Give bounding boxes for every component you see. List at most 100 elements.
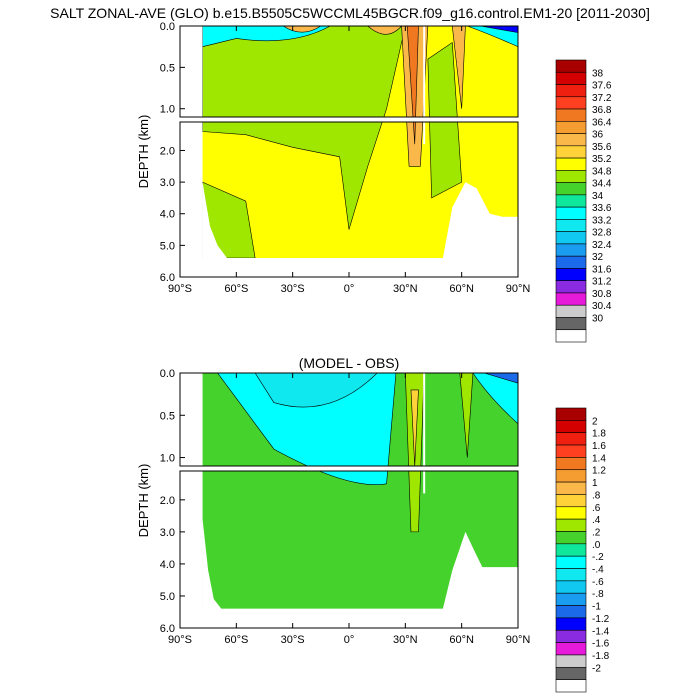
colorbar-label: 34 [592, 191, 604, 202]
colorbar-box [555, 84, 587, 98]
field-60n-positive [459, 373, 474, 458]
panel-subtitle: (MODEL - OBS) [299, 355, 400, 371]
colorbar-box [555, 59, 587, 73]
colorbar-box [555, 206, 587, 220]
colorbar-box [555, 108, 587, 122]
x-tick-label: 90°S [168, 634, 192, 646]
x-tick-label: 60°N [449, 634, 474, 646]
colorbar-box [555, 329, 587, 343]
colorbar-label: 31.6 [592, 264, 612, 275]
x-tick-label: 0° [344, 283, 355, 295]
field-arctic-fresh [467, 26, 518, 48]
colorbar-box [555, 481, 587, 495]
y-axis-label: DEPTH (km) [136, 115, 151, 189]
y-tick-label: 5.0 [160, 591, 175, 603]
y-tick-label: 0.5 [160, 410, 175, 422]
colorbar-label: 30.4 [592, 301, 612, 312]
colorbar-label: -.2 [592, 552, 604, 563]
y-tick-label: 0.5 [160, 62, 175, 74]
panel-model-minus-obs: (MODEL - OBS) 90°S 60°S 30°S 0° 30°N 60°N 90°N 0… [136, 355, 610, 693]
land-antarctica [180, 26, 203, 277]
x-tick-label: 60°S [224, 283, 248, 295]
colorbar-box [555, 432, 587, 446]
colorbar-label: -1 [592, 602, 601, 613]
colorbar-label: -.8 [592, 589, 604, 600]
field-med-core [406, 26, 419, 145]
land-arctic-basin [461, 216, 518, 277]
colorbar-label: 37.6 [592, 81, 612, 92]
colorbar-label: .8 [592, 490, 601, 501]
colorbar-box [555, 170, 587, 183]
figure-title: SALT ZONAL-AVE (GLO) b.e15.B5505C5WCCML4… [50, 5, 650, 21]
x-tick-label: 30°S [281, 283, 305, 295]
colorbar-label: 34.4 [592, 179, 612, 190]
colorbar-label: 35.2 [592, 154, 612, 165]
colorbar-box [555, 407, 587, 421]
colorbar-box [555, 679, 587, 693]
colorbar-box [555, 667, 587, 680]
land-mask [180, 26, 518, 277]
colorbar-label: .0 [592, 540, 601, 551]
colorbar-box [555, 243, 587, 257]
y-tick-label: 3.0 [160, 177, 175, 189]
colorbar-box [555, 182, 587, 196]
field-positive-core [410, 389, 419, 467]
colorbar-label: 1.2 [592, 466, 606, 477]
colorbar-box [555, 71, 587, 85]
x-tick-label: 90°N [506, 283, 531, 295]
y-tick-label: 0.0 [160, 368, 175, 380]
land-strait [423, 373, 426, 494]
land-mask [180, 373, 518, 628]
colorbar-label: 31.2 [592, 277, 612, 288]
x-tick-label: 60°S [224, 634, 248, 646]
colorbar-label: 32.4 [592, 240, 612, 251]
colorbar-box [555, 317, 587, 331]
y-tick-label: 5.0 [160, 240, 175, 252]
colorbar-box [555, 457, 587, 471]
colorbar-label: 33.6 [592, 203, 612, 214]
colorbar-box [555, 280, 587, 294]
y-tick-label: 6.0 [160, 272, 175, 284]
field-negative-bias [216, 373, 397, 485]
colorbar-label: .6 [592, 503, 601, 514]
land-north-basin [442, 531, 518, 628]
colorbar-box [555, 518, 587, 532]
field-negative-bias-2 [254, 373, 378, 408]
colorbar-label: -.6 [592, 577, 604, 588]
colorbar-label: 35.6 [592, 142, 612, 153]
contour-field [180, 26, 518, 277]
colorbar-label: 36 [592, 130, 604, 141]
colorbar-box [555, 543, 587, 557]
y-tick-label: 0.0 [160, 21, 175, 33]
colorbar-label: 32.8 [592, 228, 612, 239]
y-tick-label: 4.0 [160, 559, 175, 571]
field-arctic-min [480, 26, 518, 33]
colorbar-box [555, 133, 587, 147]
y-tick-label: 1.0 [160, 104, 175, 116]
colorbar-label: 32 [592, 252, 604, 263]
colorbar-box [555, 304, 587, 318]
colorbar-box [555, 580, 587, 594]
colorbar-label: 1.4 [592, 453, 606, 464]
y-tick-label: 2.0 [160, 495, 175, 507]
colorbar-label: 1.6 [592, 441, 606, 452]
colorbar-label: 1 [592, 478, 598, 489]
y-axis-label: DEPTH (km) [136, 464, 151, 538]
colorbar-box [555, 255, 587, 269]
colorbar-box [555, 494, 587, 508]
field-60n-column [451, 26, 466, 109]
x-tick-label: 60°N [449, 283, 474, 295]
colorbar-box [555, 194, 587, 208]
colorbar-box [555, 469, 587, 483]
colorbar-box [555, 268, 587, 281]
colorbar-box [555, 96, 587, 110]
colorbar-box [555, 629, 587, 643]
colorbar-box [555, 531, 587, 545]
x-tick-label: 30°N [393, 634, 418, 646]
colorbar-box [555, 605, 587, 619]
field-arctic-min [484, 373, 518, 384]
colorbar-label: -1.4 [592, 626, 610, 637]
colorbar-label: -.4 [592, 565, 604, 576]
colorbar-box [555, 145, 587, 159]
